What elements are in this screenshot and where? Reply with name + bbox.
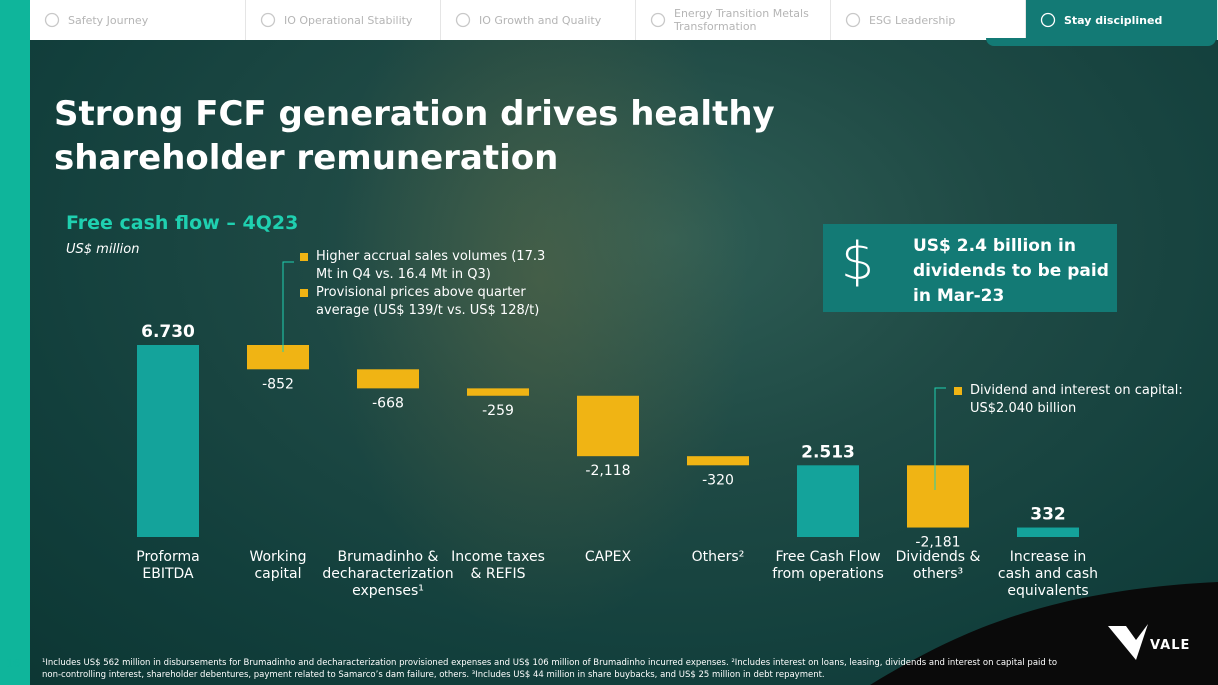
data-label-7: -2,181 [915, 535, 960, 551]
shield-check-icon [44, 12, 60, 28]
bar-5 [687, 456, 749, 466]
dividend-highlight-box: $ US$ 2.4 billion in dividends to be pai… [823, 224, 1117, 312]
nav-tab-label: Stay disciplined [1064, 13, 1163, 27]
data-label-4: -2,118 [585, 463, 630, 479]
nav-tab-esg-leadership[interactable]: ESG Leadership [831, 0, 1026, 40]
nav-tab-io-operational-stability[interactable]: IO Operational Stability [246, 0, 441, 40]
bar-3 [467, 388, 529, 396]
category-label-2: Brumadinho & decharacterization expenses¹ [322, 549, 453, 599]
left-accent-bar [0, 0, 30, 685]
bar-6 [797, 465, 859, 537]
category-label-1: Working capital [249, 549, 306, 582]
bar-2 [357, 369, 419, 389]
section-nav: Safety Journey IO Operational Stability IO… [30, 0, 1218, 46]
callout-item: Provisional prices above quarter average… [300, 284, 550, 320]
globe-hands-icon [845, 12, 861, 28]
dividend-highlight-text: US$ 2.4 billion in dividends to be paid … [913, 236, 1109, 306]
nav-tab-energy-transition-metals-transformation[interactable]: Energy Transition Metals Transformation [636, 0, 831, 40]
bullet-square-icon [954, 387, 962, 395]
bullet-square-icon [300, 253, 308, 261]
dollar-growth-icon [1040, 12, 1056, 28]
vale-logo-mark [1108, 624, 1148, 660]
category-label-6: Free Cash Flow from operations [772, 549, 884, 582]
category-label-4: CAPEX [585, 549, 632, 565]
chart-unit: US$ million [66, 242, 140, 257]
bar-8 [1017, 527, 1079, 537]
callout-item: Dividend and interest on capital: US$2.0… [954, 382, 1194, 418]
nav-tab-label: Energy Transition Metals Transformation [674, 7, 809, 33]
nav-tab-io-growth-and-quality[interactable]: IO Growth and Quality [441, 0, 636, 40]
bar-4 [577, 395, 639, 457]
data-label-0: 6.730 [141, 322, 195, 342]
category-label-3: Income taxes & REFIS [451, 549, 545, 582]
background-workers [330, 40, 750, 640]
data-label-8: 332 [1030, 505, 1066, 525]
data-label-6: 2.513 [801, 442, 855, 462]
mining-truck-icon [260, 12, 276, 28]
nav-tab-safety-journey[interactable]: Safety Journey [30, 0, 246, 40]
bar-1 [247, 345, 309, 370]
data-label-5: -320 [702, 472, 734, 488]
lightning-icon [650, 12, 666, 28]
nav-tab-stay-disciplined[interactable]: Stay disciplined [986, 0, 1218, 46]
callout-item: Higher accrual sales volumes (17.3 Mt in… [300, 248, 550, 284]
nav-tab-label: ESG Leadership [869, 13, 956, 27]
slide-title: Strong FCF generation drives healthy sha… [54, 94, 775, 178]
mine-cart-icon [455, 12, 471, 28]
data-label-1: -852 [262, 376, 294, 392]
category-label-0: Proforma EBITDA [136, 549, 199, 582]
working-capital-callout: Higher accrual sales volumes (17.3 Mt in… [300, 248, 550, 320]
category-label-5: Others² [692, 549, 745, 565]
page-number: 16 [6, 657, 20, 670]
bar-7 [907, 465, 969, 528]
nav-tab-label: IO Growth and Quality [479, 13, 602, 27]
nav-tab-label: Safety Journey [68, 13, 149, 27]
nav-tab-label: IO Operational Stability [284, 13, 413, 27]
bullet-square-icon [300, 289, 308, 297]
category-label-8: Increase in cash and cash equivalents [998, 549, 1098, 599]
bar-0 [137, 345, 199, 537]
data-label-2: -668 [372, 395, 404, 411]
category-label-7: Dividends & others³ [896, 549, 981, 582]
dividends-connector [934, 387, 946, 490]
brand-name: VALE [1150, 638, 1191, 653]
working-capital-connector [282, 261, 294, 352]
dividends-callout: Dividend and interest on capital: US$2.0… [954, 382, 1194, 418]
dollar-icon: $ [841, 232, 875, 292]
footnotes: ¹Includes US$ 562 million in disbursemen… [42, 658, 1058, 680]
data-label-3: -259 [482, 403, 514, 419]
chart-title: Free cash flow – 4Q23 [66, 212, 299, 234]
